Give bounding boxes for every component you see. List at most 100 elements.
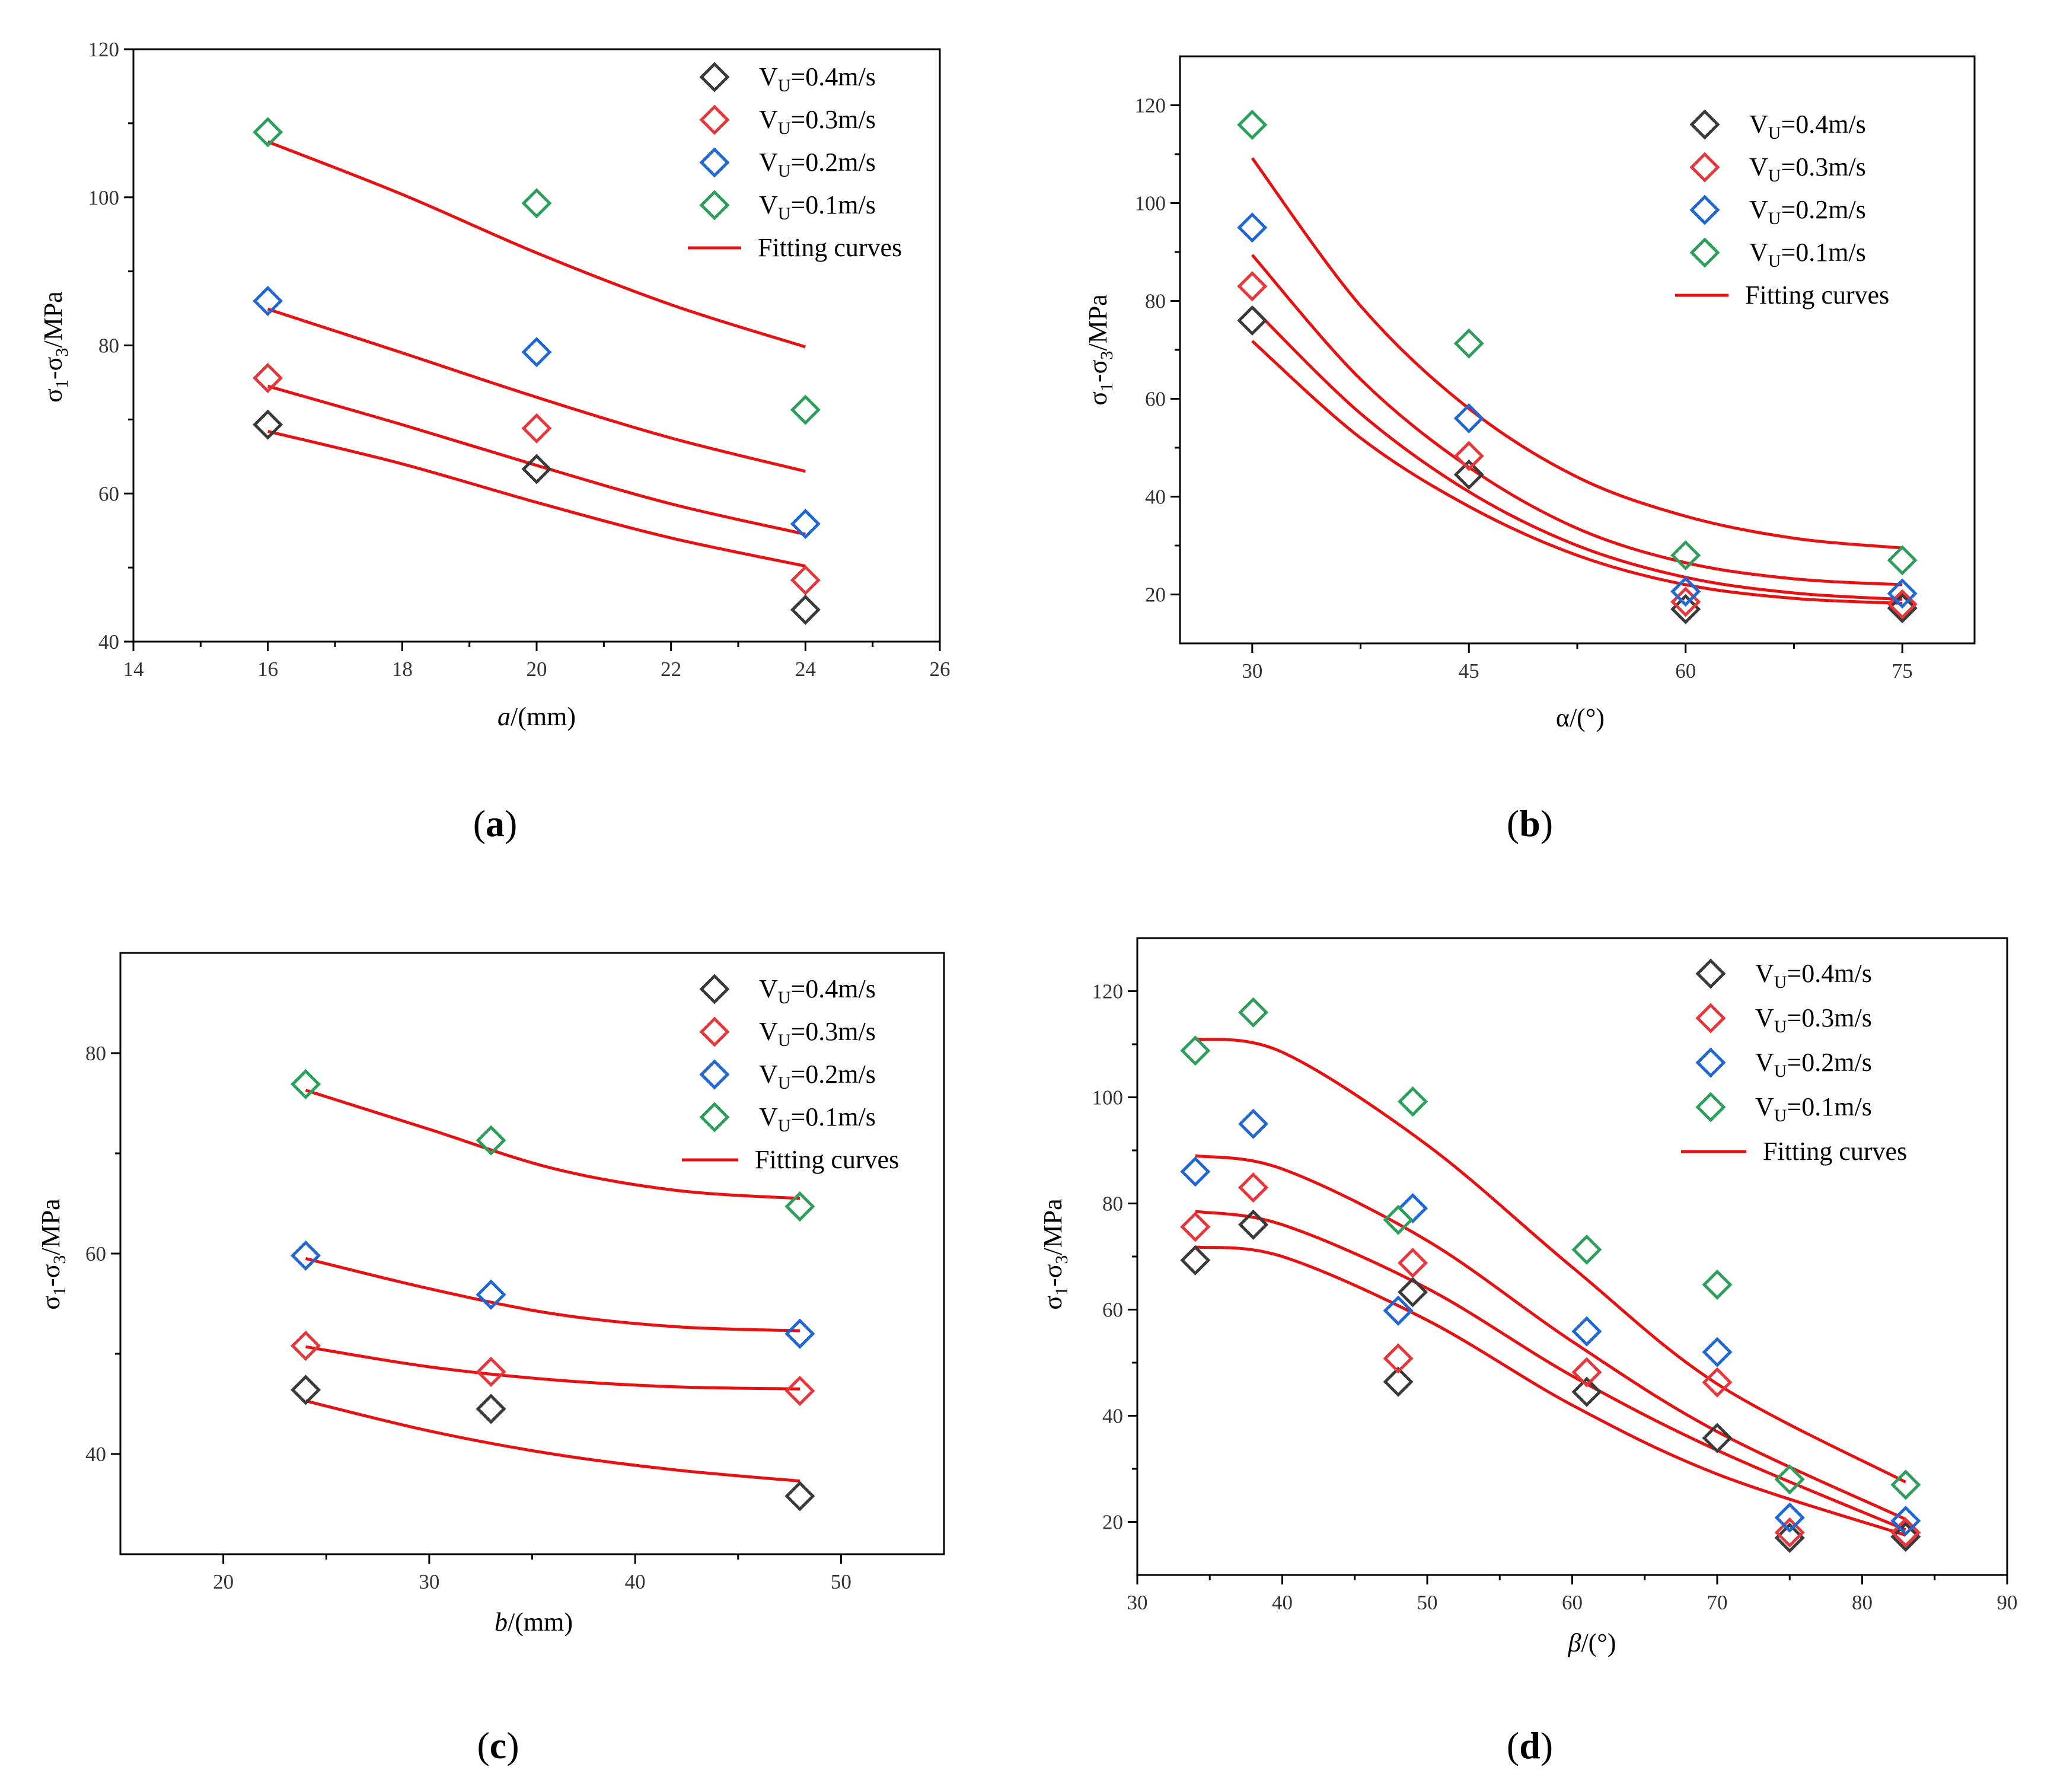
y-tick-label: 100 <box>1092 1086 1124 1109</box>
legend-label: VU=0.2m/s <box>759 148 876 181</box>
data-point <box>1238 1172 1269 1203</box>
x-axis-label: α/(°) <box>1556 703 1605 732</box>
fitting-curve <box>305 1089 800 1200</box>
fitting-curve <box>267 384 806 536</box>
y-tick-label: 80 <box>85 1042 106 1065</box>
y-axis-label: σ1-σ3/MPa <box>36 1198 69 1309</box>
x-axis-label: b/(mm) <box>495 1608 573 1637</box>
x-tick-label: 60 <box>1562 1591 1583 1614</box>
data-point <box>1890 1522 1921 1552</box>
data-point <box>790 394 821 425</box>
data-point <box>476 1356 506 1387</box>
data-point <box>253 409 283 440</box>
fitting-curve <box>1195 1154 1906 1521</box>
data-point <box>1887 545 1918 576</box>
data-point <box>521 454 552 484</box>
legend-marker <box>699 974 730 1005</box>
legend-marker <box>699 62 730 93</box>
data-point <box>1238 997 1269 1028</box>
data-point <box>1571 1316 1602 1347</box>
data-point <box>1383 1295 1414 1326</box>
chart-panel-d: 30 40 50 60 70 80 90 20 40 60 80 100 120 VU=0.4m/s VU=… <box>1038 937 2018 1767</box>
data-point <box>1670 576 1701 607</box>
data-point <box>476 1394 506 1424</box>
y-tick-label: 20 <box>1145 583 1166 607</box>
x-tick-label: 26 <box>930 658 951 681</box>
y-axis-label: σ1-σ3/MPa <box>1038 1198 1071 1309</box>
data-point <box>1571 1234 1602 1265</box>
data-point <box>1890 1469 1921 1500</box>
data-point <box>1890 1517 1921 1548</box>
data-point <box>1453 441 1484 471</box>
data-point <box>253 362 283 393</box>
fitting-curve <box>1251 306 1903 601</box>
data-point <box>253 286 283 317</box>
data-point <box>1887 578 1918 609</box>
x-tick-label: 50 <box>831 1570 851 1593</box>
fitting-curve <box>1195 1245 1906 1537</box>
x-tick-label: 50 <box>1417 1591 1438 1614</box>
fitting-curve <box>1195 1210 1906 1532</box>
x-tick-label: 90 <box>1997 1591 2018 1614</box>
legend-label: VU=0.4m/s <box>759 62 876 95</box>
data-point <box>1398 1248 1428 1278</box>
data-point <box>1180 1245 1211 1276</box>
legend-label: VU=0.3m/s <box>759 105 876 138</box>
data-point <box>1453 328 1484 359</box>
panel-label: (d) <box>1507 1724 1553 1767</box>
y-tick-label: 40 <box>1145 486 1166 509</box>
data-point <box>253 117 283 148</box>
x-tick-label: 16 <box>257 658 278 681</box>
legend-marker <box>699 1016 730 1047</box>
legend-marker <box>1695 1047 1726 1078</box>
data-point <box>1180 1211 1211 1242</box>
legend-label: VU=0.3m/s <box>1755 1003 1872 1037</box>
legend-marker <box>1689 152 1720 183</box>
data-point <box>1180 1035 1211 1066</box>
fitting-curve <box>305 1345 800 1391</box>
legend-marker <box>699 104 730 135</box>
legend-label: VU=0.1m/s <box>759 190 876 224</box>
legend-label: VU=0.1m/s <box>1755 1092 1872 1125</box>
data-point <box>290 1375 321 1405</box>
data-point <box>1670 586 1701 617</box>
legend-label: Fitting curves <box>1745 280 1889 310</box>
legend-marker <box>1689 194 1720 225</box>
legend-label: VU=0.4m/s <box>1755 959 1872 992</box>
y-tick-label: 80 <box>1102 1192 1123 1216</box>
y-tick-label: 60 <box>85 1242 106 1265</box>
data-point <box>1238 1108 1269 1139</box>
data-point <box>784 1191 815 1222</box>
x-tick-label: 20 <box>213 1570 234 1593</box>
data-point <box>1237 305 1268 336</box>
x-tick-label: 45 <box>1459 659 1479 683</box>
chart-panel-c: 20 30 40 50 40 60 80 VU=0.4m/s VU=0.3m/s VU=0.2m/… <box>36 952 945 1767</box>
data-point <box>1774 1522 1805 1553</box>
legend-label: VU=0.2m/s <box>1755 1048 1872 1081</box>
legend-marker <box>1695 1003 1726 1034</box>
y-tick-label: 120 <box>1092 980 1124 1003</box>
fitting-curve <box>305 1399 800 1483</box>
data-point <box>1571 1376 1602 1407</box>
legend-label: VU=0.3m/s <box>1749 152 1866 186</box>
plot-frame <box>132 48 941 643</box>
x-tick-label: 22 <box>661 658 681 681</box>
legend-marker <box>1695 958 1726 989</box>
legend-label: VU=0.2m/s <box>1749 195 1866 228</box>
data-point <box>1383 1343 1414 1374</box>
y-tick-label: 40 <box>98 630 119 653</box>
x-tick-label: 30 <box>1127 1591 1148 1614</box>
x-tick-label: 75 <box>1892 659 1913 683</box>
data-point <box>784 1318 815 1349</box>
y-tick-label: 40 <box>85 1443 106 1466</box>
data-point <box>476 1125 506 1156</box>
data-point <box>1180 1156 1211 1187</box>
legend-label: VU=0.3m/s <box>759 1017 876 1050</box>
data-point <box>1890 1506 1921 1536</box>
panel-label: (a) <box>473 802 518 844</box>
x-axis-label: a/(mm) <box>497 702 576 731</box>
y-tick-label: 40 <box>1102 1405 1123 1428</box>
x-tick-label: 60 <box>1675 659 1696 683</box>
x-tick-label: 30 <box>419 1570 439 1593</box>
data-point <box>1453 459 1484 490</box>
